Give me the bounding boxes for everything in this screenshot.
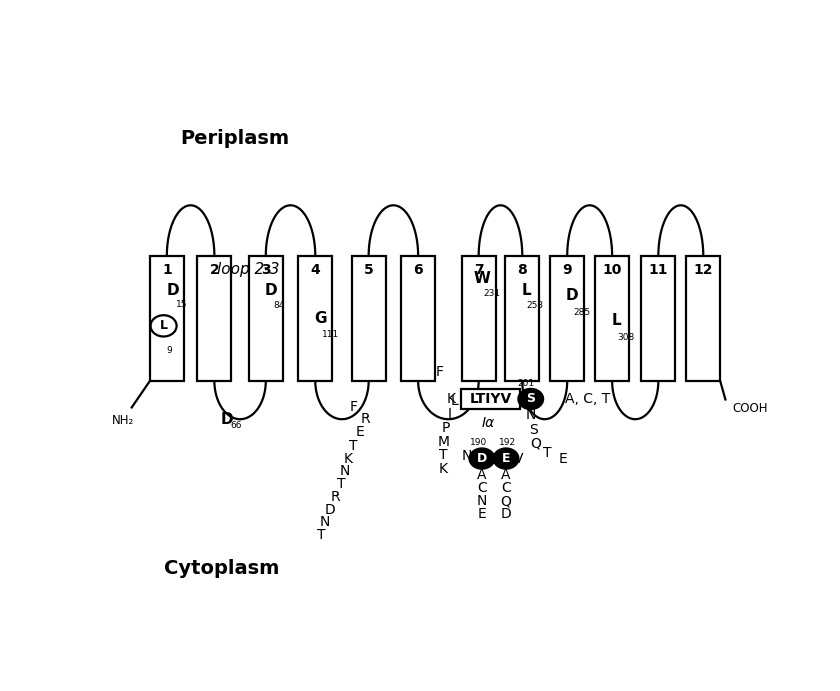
Text: I: I xyxy=(494,451,497,466)
Text: N: N xyxy=(526,408,536,422)
Text: L: L xyxy=(160,319,168,332)
Text: L: L xyxy=(612,313,621,328)
Text: D: D xyxy=(501,507,512,522)
Text: LTIYV: LTIYV xyxy=(470,392,512,406)
FancyBboxPatch shape xyxy=(461,390,520,408)
FancyBboxPatch shape xyxy=(686,256,720,381)
Text: C: C xyxy=(501,481,511,495)
Text: 201: 201 xyxy=(517,379,534,388)
Text: T: T xyxy=(317,528,325,542)
Text: 111: 111 xyxy=(322,330,339,339)
Text: NH₂: NH₂ xyxy=(112,415,134,428)
Circle shape xyxy=(470,448,494,468)
Text: 7: 7 xyxy=(474,263,484,277)
Text: D: D xyxy=(265,283,277,299)
Text: G: G xyxy=(314,311,327,326)
Text: K: K xyxy=(446,392,455,406)
Circle shape xyxy=(494,448,518,468)
Text: A, C, T: A, C, T xyxy=(564,392,610,406)
FancyBboxPatch shape xyxy=(462,256,496,381)
Text: G: G xyxy=(499,451,510,466)
Text: 5: 5 xyxy=(364,263,374,277)
Text: D: D xyxy=(324,502,335,517)
Text: 66: 66 xyxy=(230,421,242,430)
Text: S: S xyxy=(529,423,538,437)
Text: Q: Q xyxy=(531,436,542,450)
Text: COOH: COOH xyxy=(732,402,768,415)
Text: T: T xyxy=(470,457,478,471)
FancyBboxPatch shape xyxy=(249,256,283,381)
Text: D: D xyxy=(221,412,234,426)
Text: I: I xyxy=(492,452,496,465)
Text: R: R xyxy=(360,413,370,426)
FancyBboxPatch shape xyxy=(352,256,386,381)
FancyBboxPatch shape xyxy=(298,256,332,381)
Text: M: M xyxy=(438,435,449,448)
Text: T: T xyxy=(543,446,552,460)
FancyBboxPatch shape xyxy=(402,256,435,381)
Text: Q: Q xyxy=(501,494,512,508)
Text: 4: 4 xyxy=(311,263,320,277)
Text: 2: 2 xyxy=(209,263,219,277)
Text: 15: 15 xyxy=(176,300,187,309)
Text: L: L xyxy=(451,394,459,408)
Text: L: L xyxy=(522,283,531,299)
Text: 190: 190 xyxy=(470,438,487,447)
Text: 9: 9 xyxy=(563,263,572,277)
Text: 8: 8 xyxy=(517,263,528,277)
FancyBboxPatch shape xyxy=(150,256,184,381)
Text: 12: 12 xyxy=(694,263,713,277)
FancyBboxPatch shape xyxy=(550,256,584,381)
Text: T: T xyxy=(439,448,448,462)
Text: A: A xyxy=(477,468,486,482)
Text: 192: 192 xyxy=(500,438,517,447)
Text: E: E xyxy=(478,507,486,522)
FancyBboxPatch shape xyxy=(596,256,629,381)
Text: 9: 9 xyxy=(166,346,172,355)
Text: 1: 1 xyxy=(162,263,171,277)
Text: 6: 6 xyxy=(413,263,423,277)
Text: 285: 285 xyxy=(573,307,590,316)
Text: P: P xyxy=(441,421,449,435)
Text: 308: 308 xyxy=(617,332,634,341)
Text: I: I xyxy=(448,408,451,422)
Text: D: D xyxy=(566,288,579,303)
FancyBboxPatch shape xyxy=(642,256,675,381)
Text: A: A xyxy=(501,468,511,482)
Text: T: T xyxy=(337,477,345,491)
Text: W: W xyxy=(474,271,491,286)
Text: F: F xyxy=(349,401,358,415)
Text: E: E xyxy=(559,451,568,466)
Text: N: N xyxy=(320,515,330,529)
Text: F: F xyxy=(436,365,444,379)
Text: 84: 84 xyxy=(274,301,285,310)
Text: N: N xyxy=(477,494,487,508)
Text: 231: 231 xyxy=(483,289,501,298)
FancyBboxPatch shape xyxy=(197,256,231,381)
Text: S: S xyxy=(526,392,535,406)
Text: K: K xyxy=(344,451,353,466)
FancyBboxPatch shape xyxy=(506,256,539,381)
Text: D: D xyxy=(477,452,487,465)
Text: E: E xyxy=(356,426,365,439)
Text: 3: 3 xyxy=(261,263,270,277)
Text: N: N xyxy=(462,449,472,464)
Text: Iα: Iα xyxy=(482,417,495,430)
Circle shape xyxy=(518,389,543,409)
Text: N: N xyxy=(339,464,349,478)
Text: V: V xyxy=(514,451,524,466)
Text: Periplasm: Periplasm xyxy=(180,129,289,149)
Text: D: D xyxy=(167,283,180,299)
Text: Cytoplasm: Cytoplasm xyxy=(164,558,279,578)
Text: K: K xyxy=(439,462,448,476)
Text: E: E xyxy=(501,452,510,465)
Text: 253: 253 xyxy=(527,301,543,310)
Text: T: T xyxy=(349,439,358,453)
Text: loop 2-3: loop 2-3 xyxy=(217,262,280,276)
Text: 11: 11 xyxy=(648,263,668,277)
Text: C: C xyxy=(477,481,487,495)
Text: R: R xyxy=(331,490,340,504)
Text: 10: 10 xyxy=(602,263,622,277)
